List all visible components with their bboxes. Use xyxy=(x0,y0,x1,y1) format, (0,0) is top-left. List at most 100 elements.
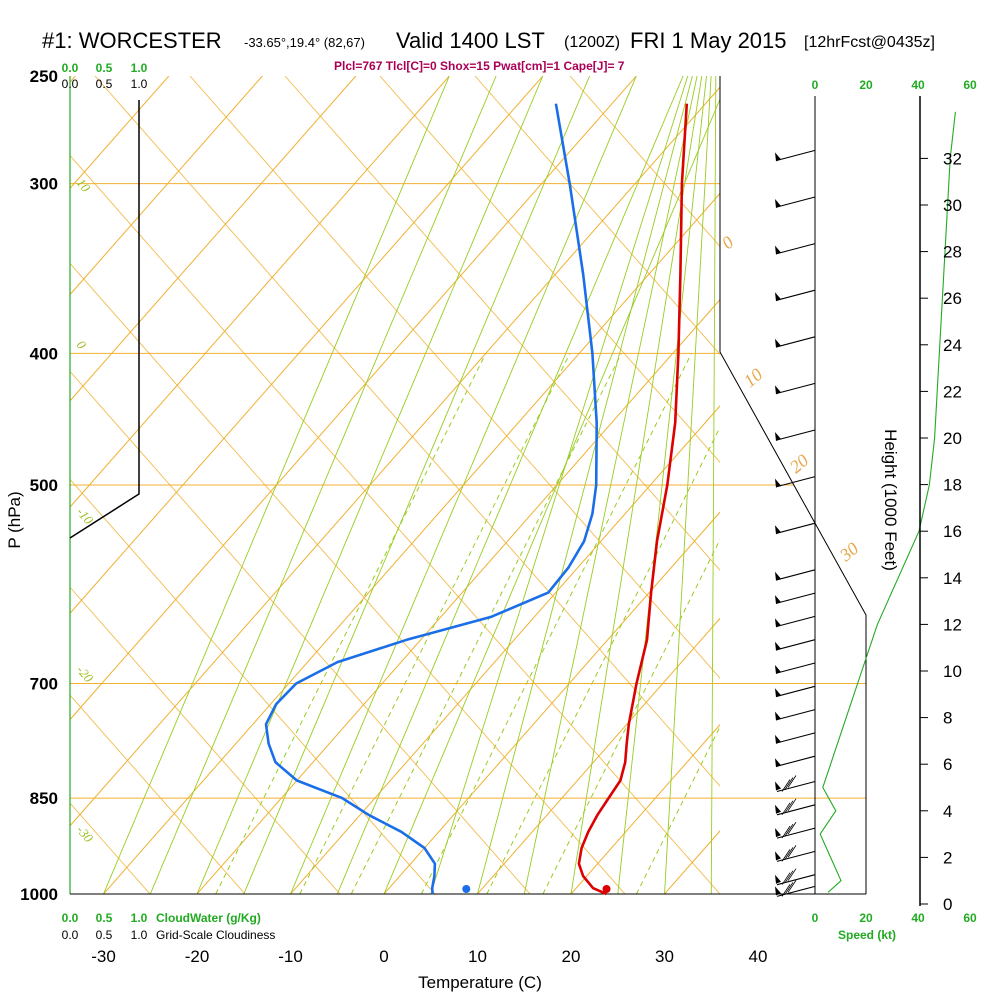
temperature-axis: -30 -20 -10 0 10 20 30 40 xyxy=(91,947,767,966)
temperature-tick-label: -10 xyxy=(278,947,303,966)
height-tick-label: 16 xyxy=(943,522,962,541)
height-tick-label: 2 xyxy=(943,848,952,867)
wind-barb xyxy=(775,821,816,839)
cloud-scale-tick: 1.0 xyxy=(131,61,148,75)
dry-adiabat-label: 10 xyxy=(74,175,94,195)
dry-adiabat-line xyxy=(569,76,720,248)
mixing-ratio-label: 20 xyxy=(628,906,642,921)
isotherm-line xyxy=(570,723,720,894)
pressure-tick-label: 250 xyxy=(30,67,58,86)
cloud-scale-tick: 0.0 xyxy=(62,61,79,75)
valid-time: Valid 1400 LST xyxy=(396,28,545,53)
dry-adiabat-label: -10 xyxy=(74,504,97,527)
zulu-time: (1200Z) xyxy=(564,34,620,51)
dry-adiabat-line xyxy=(379,76,720,463)
isotherm-line xyxy=(477,617,720,894)
y-axis-label: P (hPa) xyxy=(5,491,24,548)
cloudwater-label: CloudWater (g/Kg) xyxy=(156,911,261,925)
mixing-ratio-label: 5 xyxy=(413,906,420,921)
height-axis-label: Height (1000 Feet) xyxy=(881,429,900,571)
moist-adiabat-line xyxy=(570,76,703,894)
moist-adiabat-line xyxy=(196,76,544,894)
height-tick-label: 4 xyxy=(943,802,952,821)
station-coords: -33.65°,19.4° (82,67) xyxy=(244,35,365,50)
height-tick-label: 12 xyxy=(943,615,962,634)
height-tick-label: 14 xyxy=(943,569,962,588)
cloud-scale-tick: 0.0 xyxy=(62,911,79,925)
height-tick-label: 20 xyxy=(943,429,962,448)
cloud-scale-tick: 0.5 xyxy=(96,911,113,925)
wind-barb xyxy=(775,868,816,886)
wind-barb xyxy=(775,775,816,793)
sat-adiabat-label: 30 xyxy=(835,538,862,566)
speed-tick-label: 60 xyxy=(963,78,977,92)
mixing-ratio-label: 3 xyxy=(342,906,350,921)
forecast-label: [12hrFcst@0435z] xyxy=(804,34,935,51)
dewpoint-curve xyxy=(264,103,599,895)
plot-frame xyxy=(69,76,867,895)
wind-barb xyxy=(775,243,816,255)
wind-barb xyxy=(775,289,816,302)
cloud-scale-tick: 0.0 xyxy=(62,77,79,91)
speed-tick-label: 60 xyxy=(963,911,977,925)
moist-adiabat-line xyxy=(430,76,689,894)
cloud-scale-tick: 0.5 xyxy=(96,77,113,91)
wind-barb xyxy=(775,336,816,348)
wind-barb xyxy=(775,476,816,488)
height-tick-label: 28 xyxy=(943,243,962,262)
pressure-tick-label: 1000 xyxy=(20,885,58,904)
dry-adiabat-line xyxy=(70,694,246,894)
dry-adiabat-line xyxy=(474,76,720,356)
wind-barb xyxy=(775,662,816,674)
temperature-tick-label: 10 xyxy=(468,947,487,966)
height-tick-label: 0 xyxy=(943,895,952,914)
dry-adiabat-label: 0 xyxy=(74,337,90,352)
speed-tick-label: 40 xyxy=(911,911,925,925)
temperature-tick-label: 40 xyxy=(749,947,768,966)
temperature-tick-label: -20 xyxy=(185,947,210,966)
speed-tick-label: 0 xyxy=(812,78,819,92)
wind-barb xyxy=(775,732,816,744)
moist-adiabat-line xyxy=(383,98,720,894)
cloud-scale-tick: 0.0 xyxy=(62,928,79,942)
surface-markers xyxy=(462,885,611,893)
temperature-curve xyxy=(577,103,689,896)
wind-barb xyxy=(775,845,816,862)
isobar-grid xyxy=(70,183,866,799)
mixing-ratio-line xyxy=(542,538,720,894)
wind-barb xyxy=(775,569,816,581)
pressure-axis: 250 300 400 500 700 850 1000 xyxy=(20,67,58,904)
moist-adiabat-line xyxy=(243,76,591,894)
speed-tick-label: 40 xyxy=(911,78,925,92)
mixing-ratio-line xyxy=(350,353,622,894)
sat-adiabat-label: 20 xyxy=(786,450,813,477)
wind-barb xyxy=(775,149,816,162)
height-tick-label: 24 xyxy=(943,336,962,355)
moist-adiabat-line xyxy=(523,76,698,894)
wind-barb xyxy=(775,382,816,395)
mixing-ratio-line xyxy=(636,725,720,894)
height-tick-label: 18 xyxy=(943,476,962,495)
height-tick-label: 6 xyxy=(943,755,952,774)
pressure-tick-label: 400 xyxy=(30,344,58,363)
cloud-scale-tick: 1.0 xyxy=(131,911,148,925)
wind-barb xyxy=(775,429,816,441)
pressure-tick-label: 850 xyxy=(30,789,58,808)
speed-tick-label: 0 xyxy=(812,911,819,925)
height-tick-label: 10 xyxy=(943,662,962,681)
speed-axis: 0 20 40 600 20 40 60 xyxy=(812,78,977,925)
moist-adiabat-line xyxy=(477,76,693,894)
temperature-tick-label: -30 xyxy=(91,947,116,966)
height-tick-label: 30 xyxy=(943,196,962,215)
cloud-scale-tick: 0.5 xyxy=(96,928,113,942)
wind-barb xyxy=(775,592,816,605)
cloud-scale-tick: 1.0 xyxy=(131,77,148,91)
speed-label: Speed (kt) xyxy=(838,928,896,942)
station-title: #1: WORCESTER xyxy=(42,28,222,53)
mixing-ratio-line xyxy=(486,426,720,894)
cloudiness-label: Grid-Scale Cloudiness xyxy=(156,928,275,942)
moist-adiabat-line xyxy=(103,76,450,894)
wind-barb xyxy=(775,798,816,816)
moist-adiabat-line xyxy=(664,76,712,894)
